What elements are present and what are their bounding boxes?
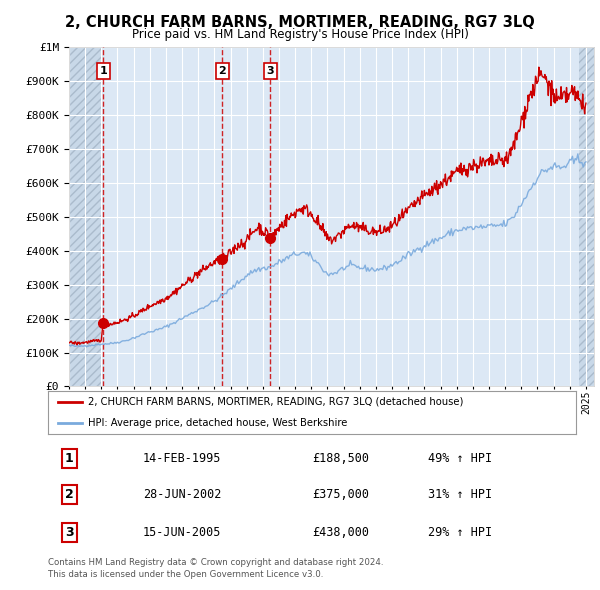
Text: 29% ↑ HPI: 29% ↑ HPI xyxy=(428,526,492,539)
Text: 2: 2 xyxy=(65,488,73,501)
Text: Contains HM Land Registry data © Crown copyright and database right 2024.: Contains HM Land Registry data © Crown c… xyxy=(48,558,383,567)
Text: 1: 1 xyxy=(65,452,73,465)
Bar xyxy=(580,47,594,386)
Text: Price paid vs. HM Land Registry's House Price Index (HPI): Price paid vs. HM Land Registry's House … xyxy=(131,28,469,41)
Text: £188,500: £188,500 xyxy=(312,452,369,465)
Text: 2, CHURCH FARM BARNS, MORTIMER, READING, RG7 3LQ: 2, CHURCH FARM BARNS, MORTIMER, READING,… xyxy=(65,15,535,30)
Text: 3: 3 xyxy=(266,66,274,76)
Text: 2, CHURCH FARM BARNS, MORTIMER, READING, RG7 3LQ (detached house): 2, CHURCH FARM BARNS, MORTIMER, READING,… xyxy=(88,397,463,407)
Text: HPI: Average price, detached house, West Berkshire: HPI: Average price, detached house, West… xyxy=(88,418,347,428)
Text: 1: 1 xyxy=(100,66,107,76)
Text: 28-JUN-2002: 28-JUN-2002 xyxy=(143,488,221,501)
Text: This data is licensed under the Open Government Licence v3.0.: This data is licensed under the Open Gov… xyxy=(48,570,323,579)
Bar xyxy=(69,47,101,386)
Text: 15-JUN-2005: 15-JUN-2005 xyxy=(143,526,221,539)
Text: 49% ↑ HPI: 49% ↑ HPI xyxy=(428,452,492,465)
Text: 14-FEB-1995: 14-FEB-1995 xyxy=(143,452,221,465)
Text: £438,000: £438,000 xyxy=(312,526,369,539)
Text: £375,000: £375,000 xyxy=(312,488,369,501)
Text: 3: 3 xyxy=(65,526,73,539)
Text: 31% ↑ HPI: 31% ↑ HPI xyxy=(428,488,492,501)
Text: 2: 2 xyxy=(218,66,226,76)
